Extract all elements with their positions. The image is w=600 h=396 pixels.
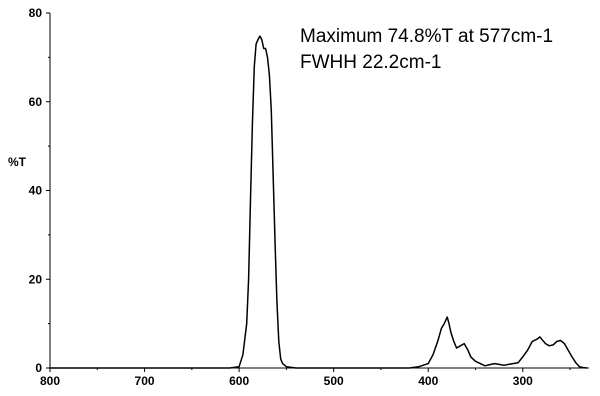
series-group [50,35,588,369]
y-tick-label: 20 [29,272,43,286]
y-tick-label: 40 [29,184,43,198]
y-ticks: 0 20 40 60 80 [29,6,50,375]
x-tick-label: 300 [513,374,533,388]
y-tick-label: 60 [29,95,43,109]
y-axis-label: %T [8,155,27,169]
x-tick-label: 700 [135,374,155,388]
x-ticks: 800 700 600 500 400 300 [40,368,571,388]
x-tick-label: 800 [40,374,60,388]
x-tick-label: 400 [418,374,438,388]
y-tick-label: 0 [35,361,42,375]
series-line [50,35,588,369]
y-tick-label: 80 [29,6,43,20]
x-tick-label: 600 [229,374,249,388]
x-tick-label: 500 [324,374,344,388]
annotation-maximum: Maximum 74.8%T at 577cm-1 [300,26,553,47]
annotation-fwhh: FWHH 22.2cm-1 [300,52,441,73]
